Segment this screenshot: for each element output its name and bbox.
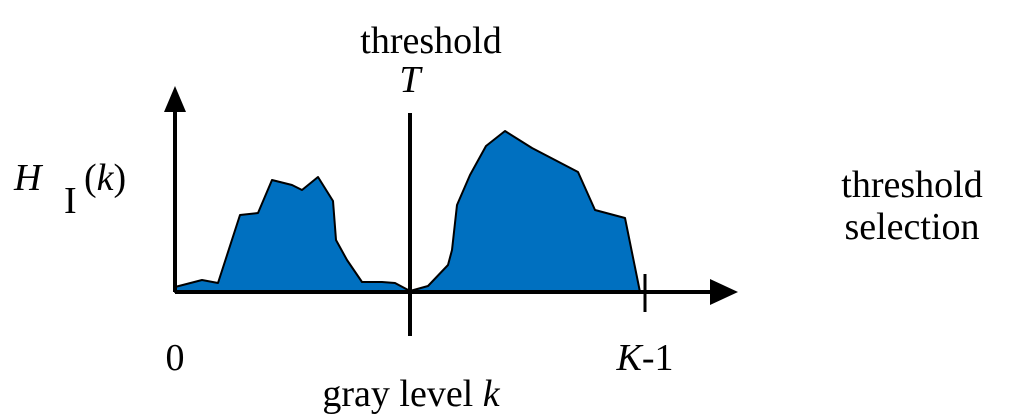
y-axis-label-close-paren: ) bbox=[114, 157, 127, 199]
y-axis-arrowhead bbox=[164, 86, 186, 112]
y-axis-label-variable: k bbox=[97, 157, 115, 199]
threshold-label: threshold bbox=[360, 20, 501, 62]
x-axis-label: gray level k bbox=[322, 373, 500, 415]
y-axis-label-subscript: I bbox=[64, 180, 77, 222]
x-end-label-suffix: -1 bbox=[642, 337, 674, 379]
x-axis-arrowhead bbox=[710, 279, 738, 305]
x-end-label: K-1 bbox=[615, 337, 673, 379]
y-axis-label-argument: (k) bbox=[84, 157, 126, 199]
x-axis-label-variable: k bbox=[483, 373, 501, 415]
caption-line-1: threshold bbox=[841, 164, 983, 206]
y-axis-label-open-paren: ( bbox=[84, 157, 97, 199]
y-axis-label-main: H bbox=[13, 157, 44, 199]
caption-line-2: selection bbox=[844, 206, 980, 248]
x-origin-label: 0 bbox=[166, 337, 185, 379]
histogram-area bbox=[174, 130, 641, 293]
x-axis-label-text: gray level bbox=[322, 373, 482, 415]
caption: threshold selection bbox=[800, 164, 1024, 248]
y-axis-label: H bbox=[13, 157, 44, 199]
threshold-symbol: T bbox=[399, 59, 423, 101]
x-end-label-variable: K bbox=[615, 337, 643, 379]
